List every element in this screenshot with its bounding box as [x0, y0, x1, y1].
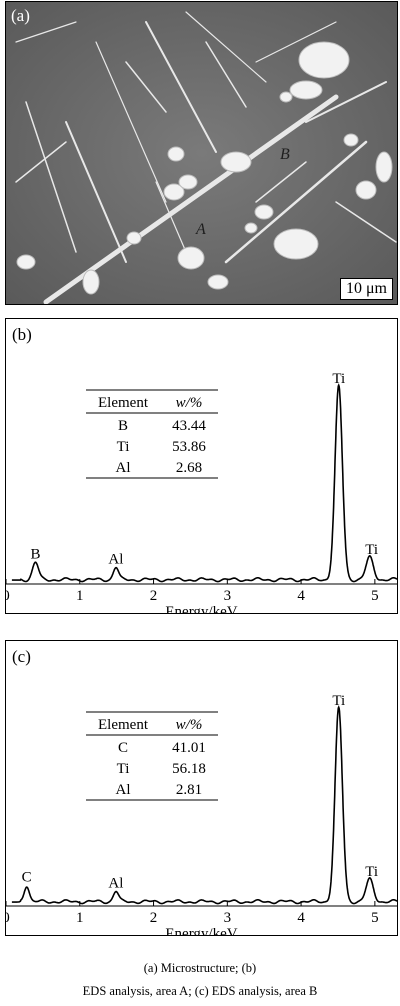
sem-micrograph-image: B A: [6, 2, 397, 304]
table-header-element: Element: [98, 395, 149, 411]
x-tick-label: 3: [224, 588, 232, 604]
x-tick-label: 5: [371, 910, 379, 926]
x-tick-label: 0: [6, 588, 10, 604]
x-tick-label: 1: [76, 910, 84, 926]
peak-label: Al: [108, 875, 123, 891]
figure-caption-line-1: (a) Microstructure; (b): [143, 961, 257, 975]
x-axis-label: Energy/keV: [165, 604, 237, 613]
x-tick-label: 4: [297, 910, 305, 926]
spectrum-line: [11, 383, 397, 583]
peak-label: Ti: [365, 864, 378, 880]
peak-label: Al: [108, 551, 123, 567]
table-cell-value: 43.44: [172, 418, 206, 434]
sem-micrograph-panel: B A (a) 10 μm: [5, 1, 398, 305]
x-tick-label: 2: [150, 588, 158, 604]
x-tick-label: 1: [76, 588, 84, 604]
marker-b-label: B: [280, 146, 290, 163]
x-axis-label: Energy/keV: [165, 926, 237, 935]
eds-spectrum-chart-b: (b) 0 1 2 3 4 5 Energy/keV B Al Ti Ti Element w/% B 43.…: [6, 325, 397, 613]
marker-a-label: A: [195, 221, 206, 238]
table-cell-element: C: [118, 740, 128, 756]
table-cell-value: 56.18: [172, 761, 206, 777]
table-header-wpct: w/%: [176, 395, 203, 411]
scale-bar: 10 μm: [339, 278, 393, 300]
eds-panel-b: (b) 0 1 2 3 4 5 Energy/keV B Al Ti Ti Element w/% B 43.…: [5, 318, 398, 614]
eds-panel-c: (c) 0 1 2 3 4 5 Energy/keV C Al Ti Ti Element w/% C 41.…: [5, 640, 398, 936]
table-cell-element: Ti: [117, 439, 130, 455]
peak-label: Ti: [365, 542, 378, 558]
table-cell-element: Ti: [117, 761, 130, 777]
x-tick-label: 0: [6, 910, 10, 926]
peak-label: B: [31, 547, 41, 563]
table-cell-value: 41.01: [172, 740, 206, 756]
table-cell-value: 2.68: [176, 460, 202, 476]
x-tick-label: 5: [371, 588, 379, 604]
spectrum-line: [11, 705, 397, 905]
peak-label: Ti: [332, 371, 345, 387]
eds-spectrum-chart-c: (c) 0 1 2 3 4 5 Energy/keV C Al Ti Ti Element w/% C 41.…: [6, 647, 397, 935]
peak-label: C: [22, 870, 32, 886]
table-cell-value: 2.81: [176, 782, 202, 798]
x-tick-label: 4: [297, 588, 305, 604]
x-tick-label: 3: [224, 910, 232, 926]
panel-a-label: (a): [11, 6, 30, 25]
figure-caption-line-2: EDS analysis, area A; (c) EDS analysis, …: [82, 984, 318, 998]
table-header-element: Element: [98, 717, 149, 733]
table-cell-element: B: [118, 418, 128, 434]
panel-label: (c): [12, 647, 31, 666]
table-header-wpct: w/%: [176, 717, 203, 733]
x-tick-label: 2: [150, 910, 158, 926]
panel-label: (b): [12, 325, 32, 344]
table-cell-value: 53.86: [172, 439, 206, 455]
peak-label: Ti: [332, 693, 345, 709]
table-cell-element: Al: [116, 782, 131, 798]
table-cell-element: Al: [116, 460, 131, 476]
